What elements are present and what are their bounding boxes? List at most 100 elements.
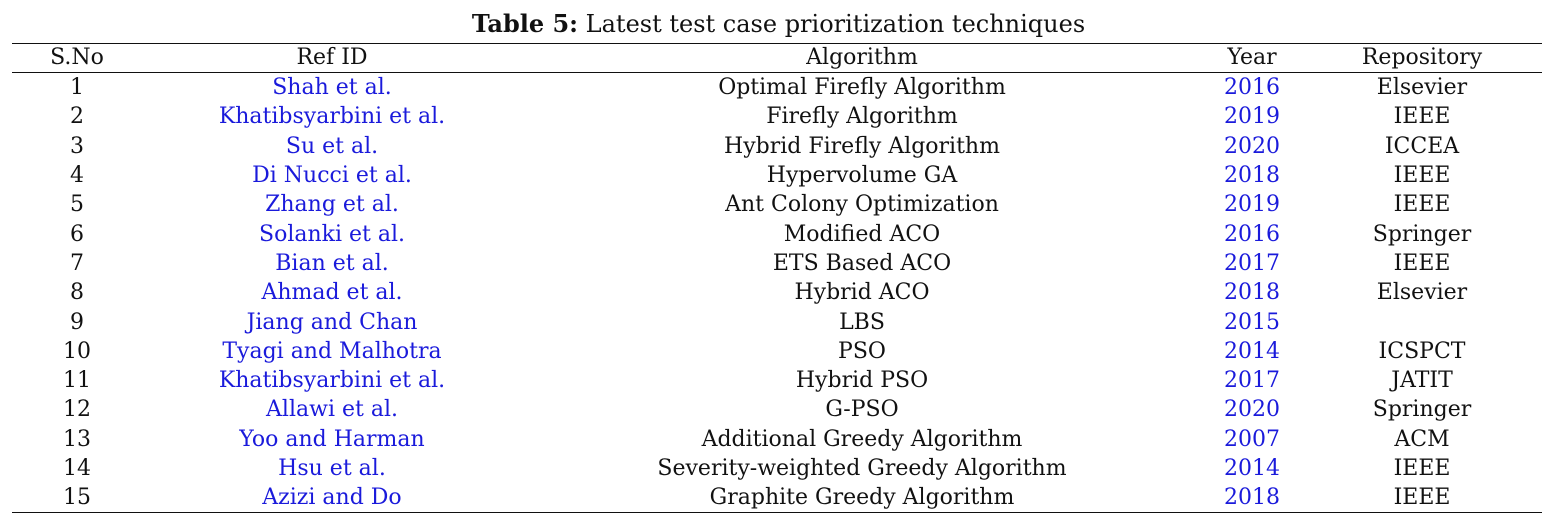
- cell-repository: ACM: [1394, 426, 1450, 452]
- table-row: 11 Khatibsyarbini et al. Hybrid PSO 2017 JAT…: [12, 366, 1542, 395]
- cell-algorithm: Optimal Firefly Algorithm: [718, 75, 1006, 101]
- cell-sno: 7: [70, 250, 84, 276]
- cell-repository: IEEE: [1393, 456, 1451, 481]
- cell-ref-id-link[interactable]: Zhang et al.: [265, 192, 399, 218]
- table-row: 13 Yoo and Harman Additional Greedy Algori…: [12, 425, 1542, 454]
- cell-sno: 1: [70, 75, 84, 101]
- cell-repository: Elsevier: [1376, 75, 1468, 101]
- cell-ref-id-link[interactable]: Tyagi and Malhotra: [222, 338, 442, 364]
- table-row: 12 Allawi et al. G-PSO 2020 Springer: [12, 395, 1542, 424]
- cell-repository: IEEE: [1393, 250, 1451, 276]
- cell-ref-id-link[interactable]: Yoo and Harman: [239, 426, 425, 452]
- cell-ref-id-link[interactable]: Shah et al.: [272, 75, 392, 101]
- cell-ref-id-link[interactable]: Su et al.: [285, 133, 379, 159]
- cell-year-link[interactable]: 2018: [1224, 163, 1280, 189]
- cell-repository: Springer: [1372, 221, 1472, 247]
- cell-ref-id-link[interactable]: Jiang and Chan: [246, 309, 418, 335]
- cell-repository: IEEE: [1393, 192, 1451, 218]
- table-row: 8 Ahmad et al. Hybrid ACO 2018 Elsevier: [12, 278, 1542, 307]
- cell-sno: 13: [63, 426, 91, 452]
- table-caption: Table 5: Latest test case prioritization…: [0, 8, 1557, 40]
- cell-ref-id-link[interactable]: Khatibsyarbini et al.: [218, 104, 446, 130]
- cell-sno: 3: [70, 133, 84, 159]
- cell-year-link[interactable]: 2017: [1224, 368, 1280, 394]
- cell-year-link[interactable]: 2017: [1224, 250, 1280, 276]
- cell-repository: IEEE: [1302, 483, 1542, 514]
- cell-repository: Springer: [1372, 397, 1472, 423]
- cell-ref-id-link[interactable]: Ahmad et al.: [261, 280, 403, 306]
- cell-year-link[interactable]: 2014: [1224, 338, 1280, 364]
- cell-year-link[interactable]: 2007: [1224, 426, 1280, 452]
- cell-repository: IEEE: [1393, 104, 1451, 130]
- header-year: Year: [1202, 43, 1302, 73]
- table-row: 1 Shah et al. Optimal Firefly Algorithm 201…: [12, 73, 1542, 103]
- cell-repository: Elsevier: [1376, 280, 1468, 306]
- cell-sno: 8: [70, 280, 84, 306]
- cell-sno: 2: [70, 104, 84, 130]
- cell-algorithm: LBS: [839, 309, 885, 335]
- table-row: 15 Azizi and Do Graphite Greedy Algorithm 2…: [12, 483, 1542, 514]
- cell-algorithm: Hybrid PSO: [795, 368, 929, 394]
- header-algorithm: Algorithm: [522, 43, 1202, 73]
- cell-ref-id-link[interactable]: Azizi and Do: [142, 483, 522, 514]
- cell-algorithm: Hybrid ACO: [794, 280, 930, 306]
- cell-sno: 15: [12, 483, 142, 514]
- cell-year-link[interactable]: 2019: [1224, 104, 1280, 130]
- cell-algorithm: G-PSO: [825, 397, 899, 423]
- cell-ref-id-link[interactable]: Bian et al.: [275, 250, 389, 276]
- cell-year-link[interactable]: 2018: [1224, 280, 1280, 306]
- cell-algorithm: Graphite Greedy Algorithm: [522, 483, 1202, 514]
- cell-sno: 14: [63, 456, 91, 481]
- cell-sno: 10: [63, 338, 91, 364]
- table-body: 1 Shah et al. Optimal Firefly Algorithm 201…: [12, 73, 1542, 514]
- table-row: 10 Tyagi and Malhotra PSO 2014 ICSPCT: [12, 337, 1542, 366]
- cell-ref-id-link[interactable]: Allawi et al.: [266, 397, 398, 423]
- header-repository: Repository: [1302, 43, 1542, 73]
- cell-algorithm: Hypervolume GA: [766, 163, 958, 189]
- cell-year-link[interactable]: 2016: [1224, 75, 1280, 101]
- cell-algorithm: PSO: [838, 338, 886, 364]
- cell-year-link[interactable]: 2018: [1202, 483, 1302, 514]
- table-row: 14 Hsu et al. Severity-weighted Greedy Alg…: [12, 454, 1542, 483]
- cell-sno: 5: [70, 192, 84, 218]
- table-caption-label: Table 5:: [471, 9, 579, 38]
- header-ref-id: Ref ID: [142, 43, 522, 73]
- cell-algorithm: Severity-weighted Greedy Algorithm: [657, 456, 1067, 481]
- cell-repository: [1302, 307, 1542, 336]
- table-row: 3 Su et al. Hybrid Firefly Algorithm 2020 IC…: [12, 132, 1542, 161]
- cell-ref-id-link[interactable]: Solanki et al.: [259, 221, 405, 247]
- table-row: 7 Bian et al. ETS Based ACO 2017 IEEE: [12, 249, 1542, 278]
- cell-ref-id-link[interactable]: Hsu et al.: [278, 456, 386, 481]
- cell-algorithm: Hybrid Firefly Algorithm: [724, 133, 1000, 159]
- cell-repository: IEEE: [1393, 163, 1451, 189]
- table-row: 6 Solanki et al. Modified ACO 2016 Springer: [12, 219, 1542, 248]
- table-row: 9 Jiang and Chan LBS 2015: [12, 307, 1542, 336]
- cell-year-link[interactable]: 2016: [1224, 221, 1280, 247]
- table-header-row: S.No Ref ID Algorithm Year Repository: [12, 43, 1542, 73]
- cell-ref-id-link[interactable]: Khatibsyarbini et al.: [218, 368, 446, 394]
- cell-repository: JATIT: [1391, 368, 1453, 394]
- cell-ref-id-link[interactable]: Di Nucci et al.: [252, 163, 412, 189]
- cell-sno: 6: [70, 221, 84, 247]
- cell-repository: ICSPCT: [1378, 338, 1466, 364]
- cell-year-link[interactable]: 2019: [1224, 192, 1280, 218]
- cell-algorithm: Ant Colony Optimization: [725, 192, 999, 218]
- cell-year-link[interactable]: 2020: [1224, 397, 1280, 423]
- cell-year-link[interactable]: 2014: [1224, 456, 1280, 481]
- cell-algorithm: ETS Based ACO: [772, 250, 952, 276]
- cell-algorithm: Firefly Algorithm: [766, 104, 958, 130]
- cell-algorithm: Modified ACO: [783, 221, 941, 247]
- cell-sno: 4: [70, 163, 84, 189]
- cell-algorithm: Additional Greedy Algorithm: [701, 426, 1023, 452]
- cell-sno: 11: [63, 368, 91, 394]
- table-row: 5 Zhang et al. Ant Colony Optimization 2019…: [12, 190, 1542, 219]
- cell-repository: ICCEA: [1384, 133, 1460, 159]
- header-sno: S.No: [12, 43, 142, 73]
- table-row: 4 Di Nucci et al. Hypervolume GA 2018 IEEE: [12, 161, 1542, 190]
- table-caption-text: Latest test case prioritization techniqu…: [585, 10, 1086, 38]
- cell-year-link[interactable]: 2015: [1224, 309, 1280, 335]
- cell-year-link[interactable]: 2020: [1224, 133, 1280, 159]
- cell-sno: 12: [63, 397, 91, 423]
